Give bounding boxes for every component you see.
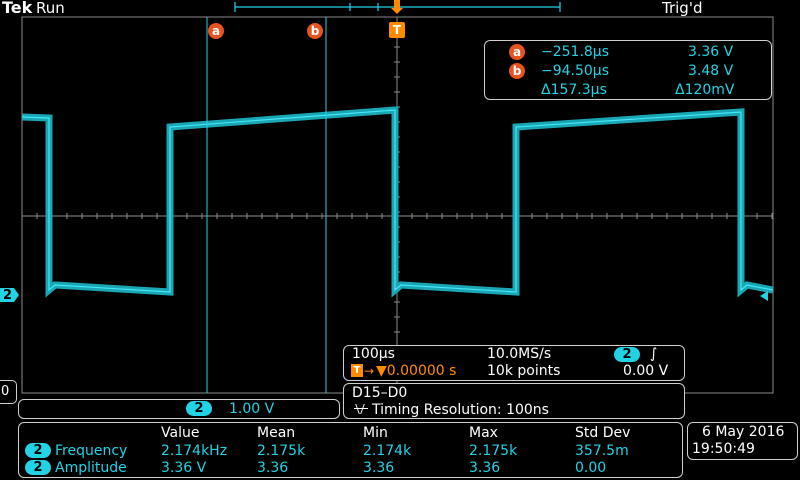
meas-row-name: Amplitude [55, 460, 127, 476]
cursor-a-time: −251.8µs [541, 44, 610, 60]
cursor-readout-panel: a −251.8µs 3.36 V b −94.50µs 3.48 V Δ157… [484, 40, 772, 100]
channel-2-label[interactable]: 2 [2, 288, 13, 303]
trigger-offset-icon: T [351, 364, 363, 377]
meas-row-channel-badge: 2 [25, 443, 51, 458]
channel-scale-value: 1.00 V [229, 401, 275, 417]
meas-row-mean: 3.36 [257, 460, 289, 476]
trigger-arrow: → [364, 364, 375, 378]
record-length: 10k points [487, 363, 561, 379]
datetime-panel[interactable]: 6 May 2016 19:50:49 [687, 422, 798, 460]
meas-row-mean: 2.175k [257, 443, 306, 459]
meas-header-max: Max [469, 425, 498, 441]
meas-row-max: 2.175k [469, 443, 518, 459]
trigger-marker-label: T [389, 22, 405, 38]
meas-row-value: 2.174kHz [161, 443, 228, 459]
acquisition-panel[interactable]: 100µs 10.0MS/s 2 ∫ T → ▼0.00000 s 10k po… [343, 345, 685, 381]
meas-header-mean: Mean [257, 425, 296, 441]
cursor-b-marker[interactable]: b [307, 23, 323, 39]
meas-row-name: Frequency [55, 443, 128, 459]
channel-2-right-marker [760, 291, 768, 301]
measurements-panel[interactable]: Value Mean Min Max Std Dev 2 Frequency 2… [18, 422, 683, 478]
digital-channel-range: D15–D0 [352, 385, 408, 401]
trigger-slope-icon: ∫ [650, 346, 658, 362]
ground-marker-label: 0 [1, 384, 10, 399]
run-status: Run [36, 0, 65, 17]
digital-bus-icon [354, 404, 368, 414]
meas-row-max: 3.36 [469, 460, 501, 476]
cursor-a-readout-icon: a [509, 44, 525, 60]
meas-header-min: Min [363, 425, 388, 441]
meas-row-min: 2.174k [363, 443, 412, 459]
trigger-level: 0.00 V [623, 363, 669, 379]
channel-scale-badge: 2 [186, 401, 212, 416]
trigger-source-badge: 2 [614, 347, 640, 362]
channel-2-ground-marker[interactable] [0, 288, 19, 302]
cursor-delta-time: Δ157.3µs [541, 82, 607, 98]
sample-rate: 10.0MS/s [487, 346, 552, 362]
cursor-b-time: −94.50µs [541, 63, 610, 79]
brand-logo: Tek [2, 0, 33, 17]
digital-channels-panel[interactable]: D15–D0 Timing Resolution: 100ns [343, 383, 685, 419]
meas-row-min: 3.36 [363, 460, 395, 476]
meas-row-stddev: 0.00 [575, 460, 607, 476]
meas-header-stddev: Std Dev [575, 425, 631, 441]
timing-resolution: Timing Resolution: 100ns [372, 402, 549, 418]
bottom-ground-marker: 0 [0, 380, 17, 404]
time-display: 19:50:49 [692, 441, 755, 457]
channel-scale-panel[interactable]: 2 1.00 V [18, 399, 340, 419]
cursor-delta-voltage: Δ120mV [675, 82, 735, 98]
cursor-a-marker[interactable]: a [208, 23, 224, 39]
cursor-a-voltage: 3.36 V [688, 44, 734, 60]
meas-header-value: Value [161, 425, 200, 441]
cursor-b-readout-icon: b [509, 63, 525, 79]
trigger-position-icon[interactable]: T [389, 0, 405, 40]
meas-row-value: 3.36 V [161, 460, 207, 476]
channel-2-trace [21, 106, 774, 298]
date-display: 6 May 2016 [702, 424, 785, 440]
trigger-position: ▼0.00000 s [376, 363, 457, 379]
trigger-status: Trig'd [662, 0, 703, 17]
timebase-value: 100µs [352, 346, 395, 362]
cursor-b-voltage: 3.48 V [688, 63, 734, 79]
meas-row-stddev: 357.5m [575, 443, 629, 459]
meas-row-channel-badge: 2 [25, 460, 51, 475]
